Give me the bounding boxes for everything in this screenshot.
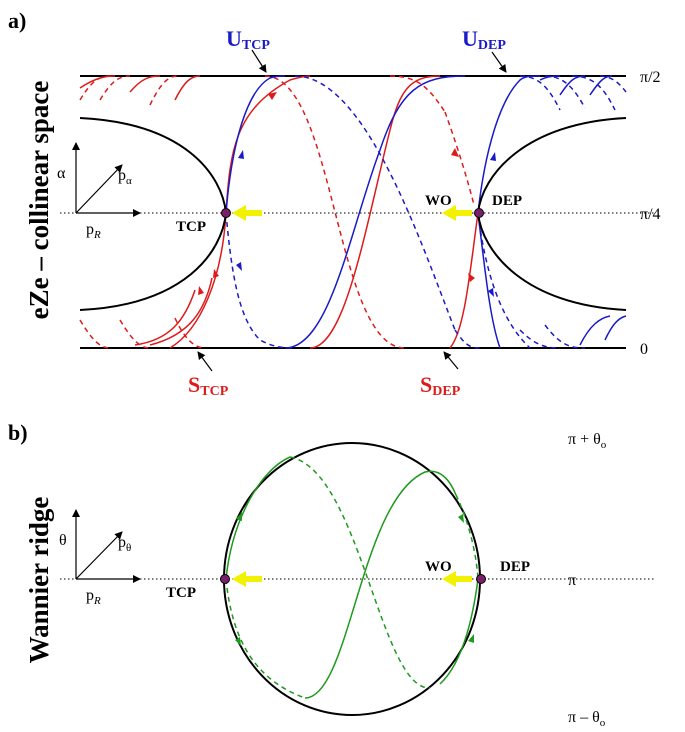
green-dashed-trajectories xyxy=(225,456,479,699)
panel-a-side-title: eZe – collinear space xyxy=(24,81,54,320)
green-solid-trajectories xyxy=(225,456,479,699)
dep-point-a xyxy=(474,208,484,218)
axes-b xyxy=(72,509,141,583)
blue-dashed-trajectories xyxy=(225,75,627,349)
tick-zero: 0 xyxy=(640,341,648,358)
tick-pi: π xyxy=(568,572,576,589)
panel-b-side-title: Wannier ridge xyxy=(24,497,54,664)
s-dep-pointer xyxy=(443,351,459,370)
u-tcp-label: UTCP xyxy=(226,26,270,53)
tcp-label-a: TCP xyxy=(176,219,206,235)
yellow-arrows-a xyxy=(232,205,472,221)
u-dep-pointer xyxy=(491,51,507,73)
tcp-point-a xyxy=(221,208,231,218)
u-dep-label: UDEP xyxy=(462,26,506,53)
dep-label-a: DEP xyxy=(492,193,522,209)
axis-theta-label: θ xyxy=(59,532,67,549)
blue-solid-trajectories xyxy=(225,75,627,349)
axes-a xyxy=(72,142,141,217)
blue-arrows xyxy=(236,150,496,297)
green-arrows xyxy=(235,512,474,646)
dep-point-b xyxy=(476,574,486,584)
axis-pR-label-a: pR xyxy=(86,221,101,241)
dep-label-b: DEP xyxy=(500,559,530,575)
panel-a: a) eZe – collinear space xyxy=(8,8,661,399)
s-tcp-label: STCP xyxy=(188,372,229,399)
tcp-point-b xyxy=(220,574,230,584)
panel-a-tag: a) xyxy=(8,8,26,33)
axis-pR-label-b: pR xyxy=(86,587,101,607)
panel-b: b) Wannier ridge xyxy=(8,420,655,729)
axis-alpha-label: α xyxy=(57,165,66,182)
wo-label-a: WO xyxy=(425,193,452,209)
s-tcp-pointer xyxy=(197,351,213,372)
s-dep-label: SDEP xyxy=(420,372,461,399)
axis-p-theta-label: pθ xyxy=(118,534,131,554)
tick-pi-half: π/2 xyxy=(640,69,661,86)
yellow-arrows-b xyxy=(232,571,472,587)
tick-pi-minus-theta: π – θo xyxy=(568,709,606,729)
u-tcp-pointer xyxy=(251,49,267,73)
tick-pi-plus-theta: π + θo xyxy=(568,431,607,451)
tick-pi-quarter: π/4 xyxy=(640,206,661,223)
panel-b-tag: b) xyxy=(8,420,28,445)
tcp-label-b: TCP xyxy=(166,585,196,601)
red-solid-trajectories xyxy=(79,75,479,349)
wo-label-b: WO xyxy=(425,559,452,575)
axis-p-alpha-label: pα xyxy=(118,167,132,187)
red-arrows xyxy=(198,92,475,295)
red-dashed-trajectories xyxy=(79,75,475,349)
